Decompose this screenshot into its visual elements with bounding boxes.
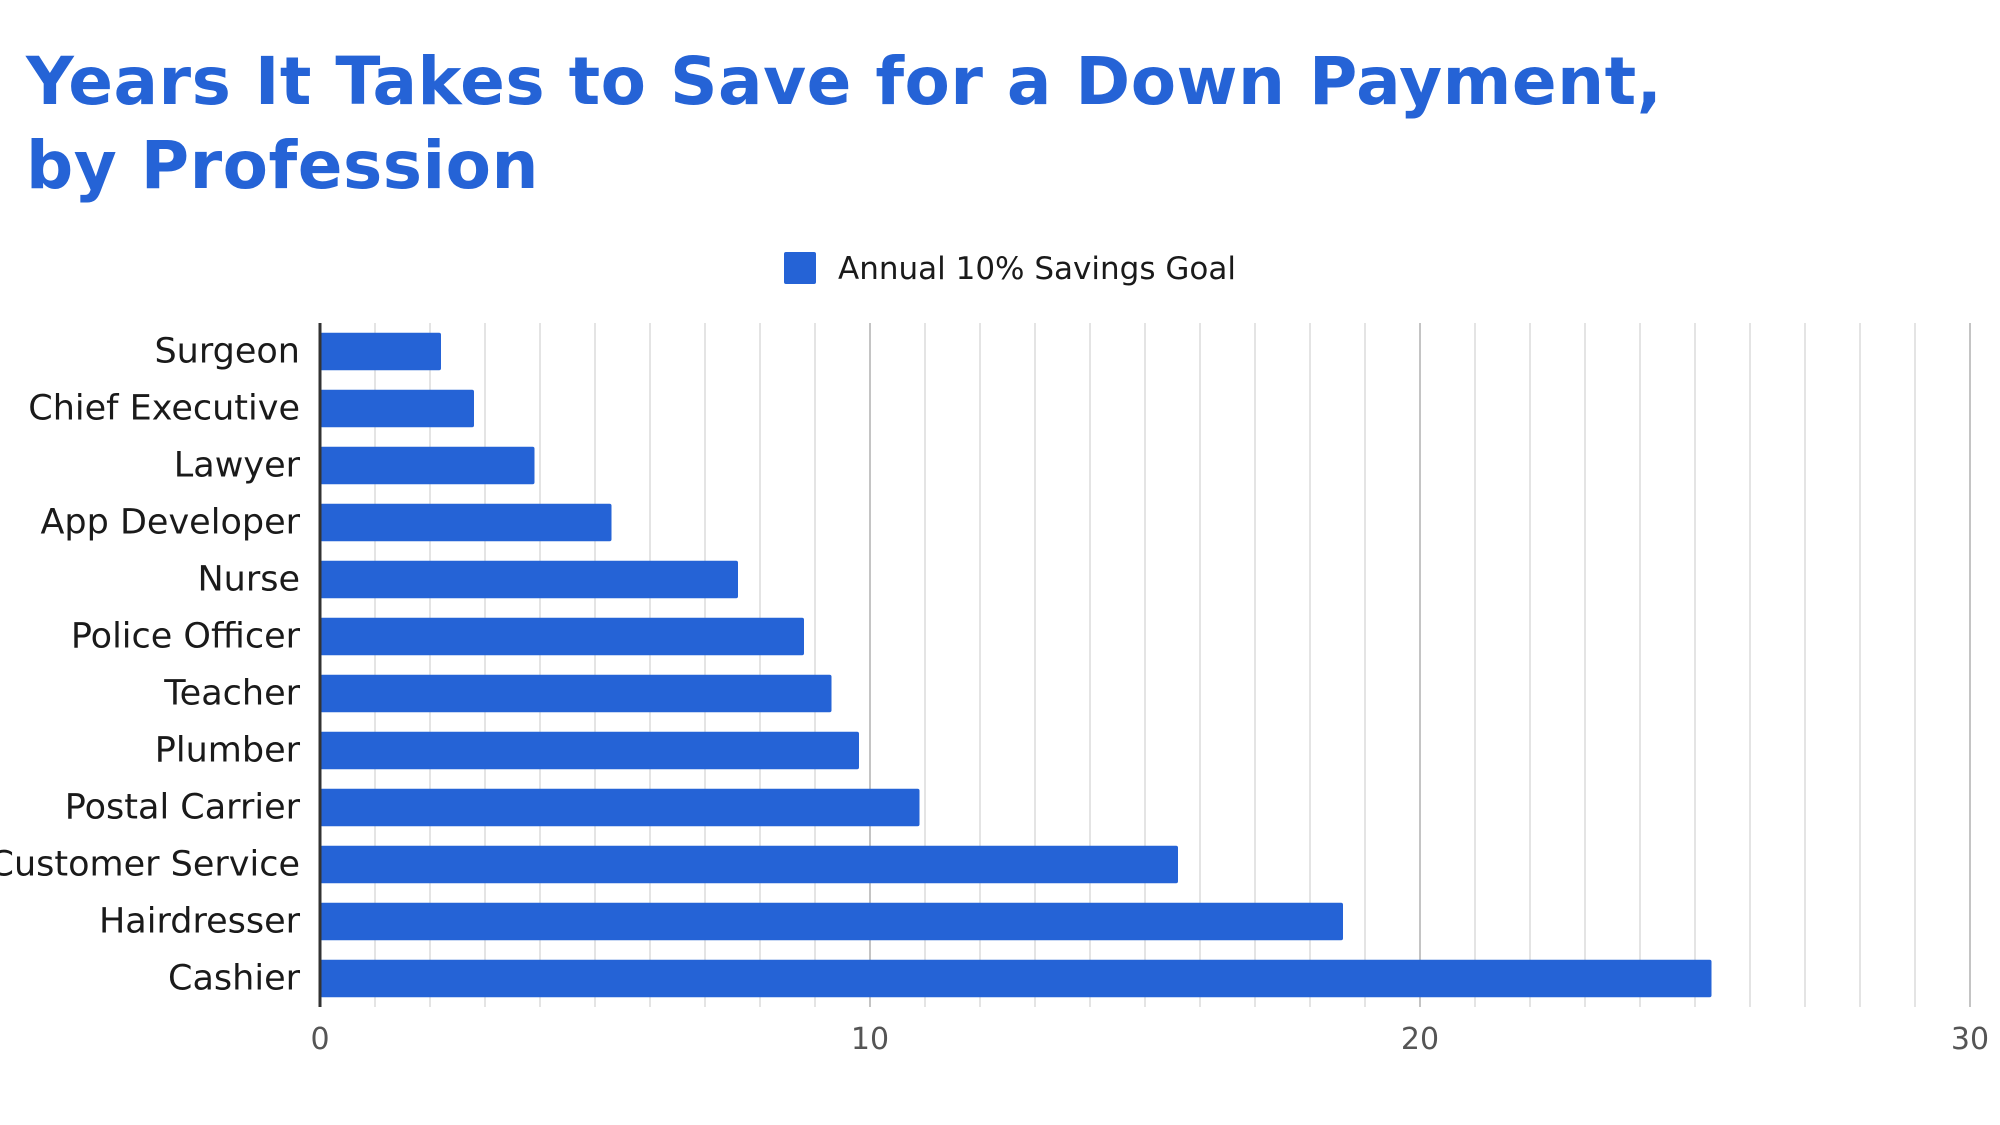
bar-postal-carrier	[320, 788, 920, 827]
bar-customer-service	[320, 845, 1178, 884]
x-tick-label: 30	[1951, 1022, 1989, 1057]
x-tick-label: 20	[1401, 1022, 1439, 1057]
category-label: App Developer	[40, 503, 300, 543]
category-label: Chief Executive	[28, 389, 300, 429]
category-label: Customer Service	[0, 845, 300, 885]
category-label: Postal Carrier	[65, 788, 301, 828]
category-label: Hairdresser	[99, 902, 301, 942]
category-label: Plumber	[155, 731, 301, 771]
x-tick-labels: 0 10 20 30	[310, 1022, 1989, 1057]
bar-plumber	[320, 731, 859, 770]
category-labels: Surgeon Chief Executive Lawyer App Develope…	[0, 332, 301, 999]
bar-teacher	[320, 674, 832, 713]
category-label: Surgeon	[154, 332, 300, 372]
x-tick-label: 0	[310, 1022, 329, 1057]
bar-police-officer	[320, 617, 804, 656]
legend-swatch	[784, 252, 816, 284]
legend-label: Annual 10% Savings Goal	[838, 251, 1236, 287]
chart-title: Years It Takes to Save for a Down Paymen…	[26, 43, 1663, 204]
legend: Annual 10% Savings Goal	[784, 251, 1236, 287]
category-label: Police Officer	[71, 617, 301, 657]
bar-app-developer	[320, 503, 612, 542]
bars	[320, 332, 1712, 998]
category-label: Nurse	[197, 560, 300, 600]
bar-hairdresser	[320, 902, 1343, 941]
bar-chief-executive	[320, 389, 474, 428]
category-label: Cashier	[168, 959, 301, 999]
category-label: Teacher	[163, 674, 300, 714]
x-tick-label: 10	[851, 1022, 889, 1057]
bar-surgeon	[320, 332, 441, 371]
grid-lines	[374, 323, 1971, 1007]
category-label: Lawyer	[174, 446, 301, 486]
bar-lawyer	[320, 446, 535, 485]
bar-cashier	[320, 959, 1712, 998]
bar-nurse	[320, 560, 738, 599]
